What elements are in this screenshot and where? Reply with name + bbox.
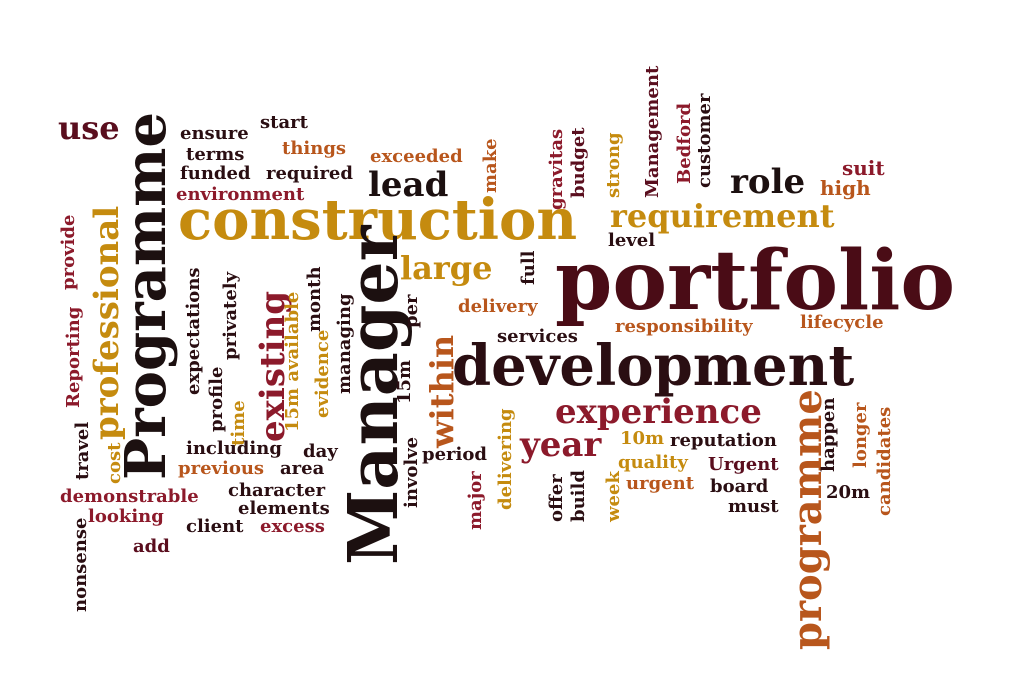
word-urgent: Urgent xyxy=(708,454,779,475)
word-make: make xyxy=(480,138,501,193)
word-customer: customer xyxy=(694,93,715,188)
word-must: must xyxy=(728,496,779,517)
word-build: build xyxy=(568,470,589,522)
word-candidates: candidates xyxy=(874,406,895,516)
word-large: large xyxy=(400,249,493,287)
word-period: period xyxy=(422,444,487,465)
word-elements: elements xyxy=(238,498,330,519)
word-looking: looking xyxy=(88,506,164,527)
word-cost: cost xyxy=(104,442,125,484)
word-client: client xyxy=(186,516,244,537)
word-requirement: requirement xyxy=(610,197,835,235)
word-per: per xyxy=(401,294,422,328)
word-within: within xyxy=(423,334,461,448)
word-reputation: reputation xyxy=(670,430,777,451)
word-construction: construction xyxy=(178,187,578,253)
word-including: including xyxy=(186,438,282,459)
word-demonstrable: demonstrable xyxy=(60,486,199,507)
word-full: full xyxy=(518,250,539,285)
word-responsibility: responsibility xyxy=(615,316,753,337)
word-exceeded: exceeded xyxy=(370,146,463,167)
word-10m: 10m xyxy=(620,428,665,449)
word-level: level xyxy=(608,230,656,251)
word-travel: travel xyxy=(72,421,93,480)
word-expectations: expectations xyxy=(183,267,204,395)
word-quality: quality xyxy=(618,452,688,473)
word-experience: experience xyxy=(555,392,762,432)
word-board: board xyxy=(710,476,769,497)
word-month: month xyxy=(304,266,325,332)
word-20m: 20m xyxy=(826,482,871,503)
word-major: major xyxy=(465,471,486,530)
word-required: required xyxy=(266,163,353,184)
word-offer: offer xyxy=(546,474,567,522)
word-character: character xyxy=(228,480,326,501)
word-things: things xyxy=(282,138,347,159)
word-happen: happen xyxy=(818,397,839,472)
word-bedford: Bedford xyxy=(674,102,695,184)
word-week: week xyxy=(603,471,624,522)
word-use: use xyxy=(58,109,120,147)
word-management: Management xyxy=(642,65,663,198)
word-nonsense: nonsense xyxy=(70,517,91,612)
word-terms: terms xyxy=(186,144,245,165)
word-suit: suit xyxy=(842,156,885,180)
word-profile: profile xyxy=(206,366,227,432)
word-development: development xyxy=(452,333,855,399)
word-provide: provide xyxy=(58,214,79,290)
word-15m: 15m xyxy=(394,359,415,404)
word-evidence: evidence xyxy=(312,329,333,418)
word-delivery: delivery xyxy=(458,296,538,317)
word-day: day xyxy=(303,441,338,462)
word-lead: lead xyxy=(368,165,449,205)
word-lifecycle: lifecycle xyxy=(800,312,884,333)
word-add: add xyxy=(133,536,170,557)
word-services: services xyxy=(497,326,578,347)
word-15m-available: 15m available xyxy=(282,291,303,432)
word-area: area xyxy=(280,458,325,479)
word-urgent: urgent xyxy=(626,473,695,494)
word-privately: privately xyxy=(220,271,241,360)
word-role: role xyxy=(730,162,806,202)
word-year: year xyxy=(520,425,602,465)
word-ensure: ensure xyxy=(180,123,249,144)
word-professional: professional xyxy=(87,205,127,440)
word-environment: environment xyxy=(176,184,305,205)
word-longer: longer xyxy=(850,402,871,468)
word-involve: involve xyxy=(401,436,422,508)
word-managing: managing xyxy=(334,293,355,394)
word-strong: strong xyxy=(603,132,624,198)
word-delivering: delivering xyxy=(495,408,516,510)
word-funded: funded xyxy=(180,163,251,184)
word-start: start xyxy=(260,112,308,133)
word-previous: previous xyxy=(178,458,265,479)
word-portfolio: portfolio xyxy=(555,233,956,329)
word-reporting: Reporting xyxy=(63,306,84,408)
word-budget: budget xyxy=(568,127,589,198)
word-high: high xyxy=(820,176,871,200)
word-excess: excess xyxy=(260,516,325,537)
word-gravitas: gravitas xyxy=(546,128,567,210)
